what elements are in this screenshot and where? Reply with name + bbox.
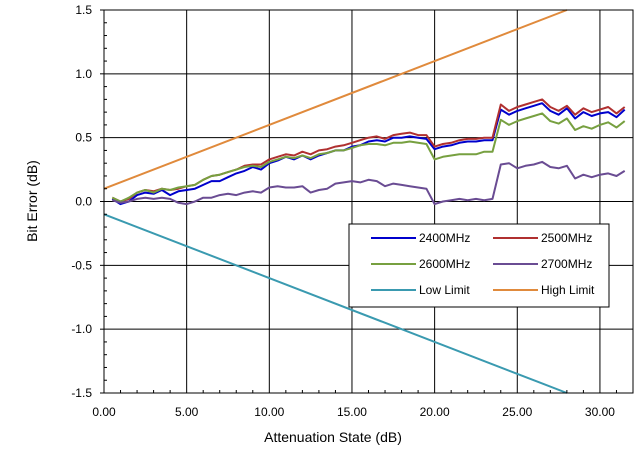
x-tick-label: 10.00 — [254, 405, 284, 419]
series-line-2700mhz — [111, 160, 626, 206]
x-tick-label: 20.00 — [420, 405, 450, 419]
series-lines — [103, 9, 626, 394]
legend-label: 2600MHz — [419, 257, 470, 271]
legend-label: 2400MHz — [419, 231, 470, 245]
axis-ticks: 0.00 5.00 10.00 15.00 20.00 25.00 30.00 -1.5 -1.… — [71, 3, 617, 419]
series-line-2600mhz — [111, 112, 626, 203]
y-tick-label: 0.5 — [75, 131, 92, 145]
x-tick-label: 25.00 — [502, 405, 532, 419]
x-tick-label: 5.00 — [175, 405, 199, 419]
legend-label: High Limit — [541, 283, 595, 297]
legend-label: 2700MHz — [541, 257, 592, 271]
x-tick-label: 15.00 — [337, 405, 367, 419]
y-tick-label: -0.5 — [71, 258, 92, 272]
series-line-low-limit — [103, 213, 568, 394]
y-tick-label: 1.0 — [75, 67, 92, 81]
y-tick-label: 0.0 — [75, 195, 92, 209]
y-tick-label: 1.5 — [75, 3, 92, 17]
x-tick-label: 30.00 — [585, 405, 615, 419]
series-line-high-limit — [103, 9, 568, 190]
y-axis-title: Bit Error (dB) — [24, 160, 40, 242]
x-tick-label: 0.00 — [92, 405, 116, 419]
legend-label: 2500MHz — [541, 231, 592, 245]
series-line-2400mhz — [111, 102, 626, 206]
y-tick-label: -1.5 — [71, 386, 92, 400]
legend-label: Low Limit — [419, 283, 470, 297]
x-axis-title: Attenuation State (dB) — [264, 429, 402, 445]
legend: 2400MHz 2500MHz 2600MHz 2700MHz Low Limit Hig… — [348, 223, 610, 308]
y-tick-label: -1.0 — [71, 322, 92, 336]
